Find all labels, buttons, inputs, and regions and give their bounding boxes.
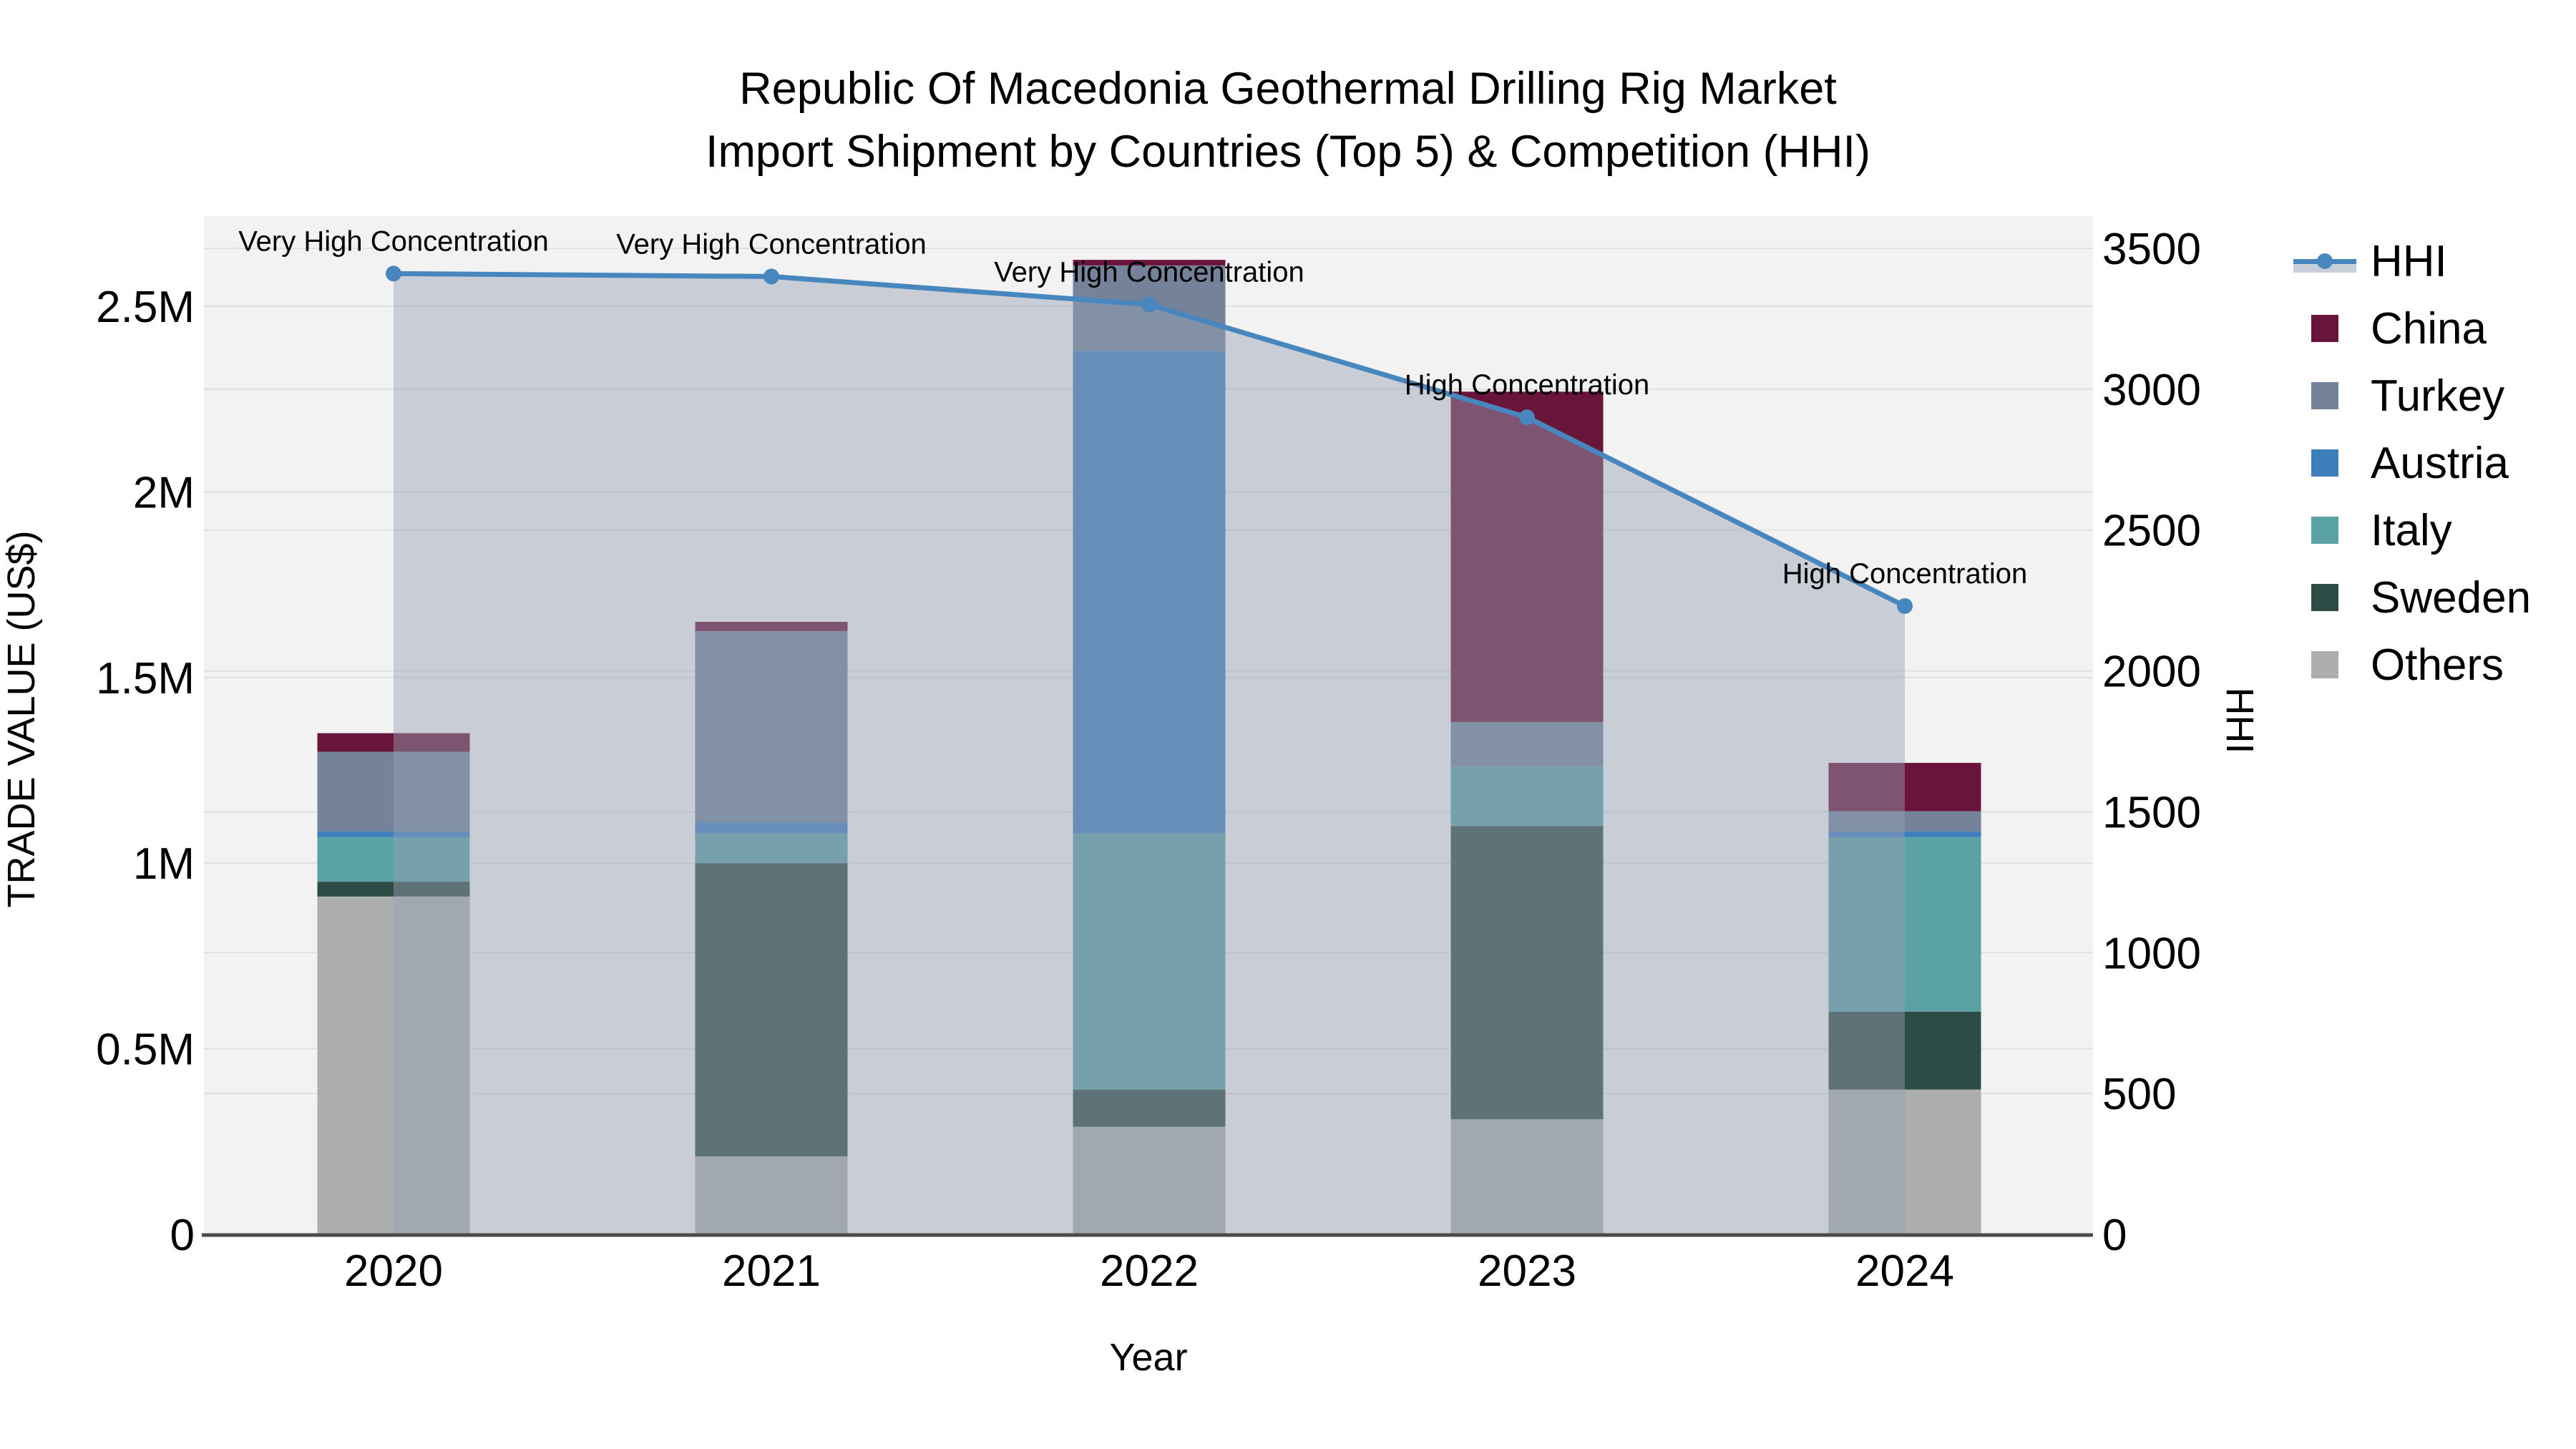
bar-2024-china (1828, 763, 1981, 811)
legend-item-china[interactable]: China (2293, 295, 2531, 362)
bar-2020-italy (317, 836, 470, 882)
legend-item-turkey[interactable]: Turkey (2293, 362, 2531, 429)
legend-item-italy[interactable]: Italy (2293, 497, 2531, 564)
left-tick-label: 0.5M (96, 1025, 195, 1075)
x-tick-label-2021: 2021 (722, 1246, 821, 1296)
legend-item-hhi[interactable]: HHI (2293, 228, 2531, 295)
legend: HHI China Turkey Austria Italy Sweden Others (2293, 228, 2531, 698)
bar-2021-austria (695, 822, 848, 834)
legend-label: Italy (2371, 505, 2452, 555)
bar-2024-others (1828, 1089, 1981, 1234)
swatch-turkey (2311, 382, 2338, 409)
hhi-marker-2023 (1519, 409, 1535, 426)
legend-swatch-icon (2293, 643, 2356, 686)
bar-2024-italy (1828, 836, 1981, 1012)
bar-2020-turkey (317, 751, 470, 832)
bar-2024-austria (1828, 831, 1981, 837)
legend-label: Austria (2371, 438, 2509, 488)
right-tick-label: 1500 (2102, 788, 2201, 837)
right-tick-label: 500 (2102, 1070, 2176, 1119)
legend-item-sweden[interactable]: Sweden (2293, 564, 2531, 631)
bar-2022-austria (1073, 351, 1226, 834)
bar-2024-turkey (1828, 811, 1981, 832)
swatch-others (2311, 651, 2338, 678)
legend-swatch-icon (2293, 509, 2356, 552)
hhi-marker-dot-icon (2317, 253, 2333, 269)
annotation-2020: Very High Concentration (238, 225, 549, 257)
legend-label: Turkey (2371, 371, 2505, 421)
bar-2021-sweden (695, 863, 848, 1157)
bar-2022-china (1073, 260, 1226, 265)
legend-label: China (2371, 303, 2487, 353)
y-axis-title-right: HHI (2218, 688, 2261, 754)
left-tick-label: 2M (133, 468, 195, 517)
bar-2023-sweden (1450, 826, 1604, 1120)
bar-2022-others (1073, 1126, 1226, 1234)
legend-label: HHI (2371, 236, 2447, 286)
right-tick-label: 0 (2102, 1211, 2127, 1260)
bar-2021-china (695, 621, 848, 631)
bar-2021-turkey (695, 630, 848, 823)
swatch-china (2311, 315, 2338, 342)
bar-2022-sweden (1073, 1089, 1226, 1127)
chart-title-line2: Import Shipment by Countries (Top 5) & C… (705, 127, 1871, 177)
swatch-sweden (2311, 584, 2338, 611)
legend-label: Others (2371, 640, 2504, 690)
bar-2020-austria (317, 831, 470, 837)
bar-2020-sweden (317, 882, 470, 897)
left-tick-label: 0 (170, 1211, 195, 1260)
left-tick-label: 1.5M (96, 654, 195, 703)
hhi-line-icon (2293, 240, 2356, 283)
hhi-marker-2022 (1141, 296, 1157, 313)
bar-2024-sweden (1828, 1011, 1981, 1090)
x-tick-label-2022: 2022 (1100, 1246, 1199, 1296)
right-tick-label: 3000 (2102, 366, 2201, 415)
hhi-marker-2021 (763, 268, 779, 285)
legend-item-austria[interactable]: Austria (2293, 429, 2531, 497)
annotation-2024: High Concentration (1782, 558, 2027, 590)
right-tick-label: 3500 (2102, 225, 2201, 274)
legend-label: Sweden (2371, 572, 2532, 623)
swatch-austria (2311, 449, 2338, 477)
annotation-2021: Very High Concentration (616, 228, 927, 260)
right-tick-label: 1000 (2102, 929, 2201, 978)
legend-item-others[interactable]: Others (2293, 631, 2531, 698)
bar-2021-others (695, 1156, 848, 1234)
bar-2020-china (317, 733, 470, 752)
left-tick-label: 1M (133, 839, 195, 889)
x-tick-label-2023: 2023 (1478, 1246, 1576, 1296)
hhi-area-fill (394, 273, 1905, 1234)
legend-swatch-icon (2293, 576, 2356, 619)
bar-2023-china (1450, 391, 1604, 723)
annotation-2023: High Concentration (1405, 369, 1649, 401)
left-tick-label: 2.5M (96, 283, 195, 332)
right-tick-label: 2500 (2102, 507, 2201, 556)
bar-2020-others (317, 896, 470, 1234)
hhi-marker-2020 (386, 265, 401, 282)
bar-2023-turkey (1450, 722, 1604, 767)
annotation-2022: Very High Concentration (994, 257, 1304, 288)
bar-2023-italy (1450, 766, 1604, 826)
chart-title-line1: Republic Of Macedonia Geothermal Drillin… (739, 64, 1837, 114)
x-axis-title: Year (1109, 1336, 1187, 1379)
y-axis-title-left: TRADE VALUE (US$) (0, 530, 43, 907)
chart-title: Republic Of Macedonia Geothermal Drillin… (0, 57, 2576, 183)
right-tick-label: 2000 (2102, 648, 2201, 697)
bar-2023-others (1450, 1119, 1604, 1234)
swatch-italy (2311, 517, 2338, 544)
bar-2021-italy (695, 833, 848, 864)
hhi-marker-2024 (1897, 598, 1913, 614)
bar-2022-italy (1073, 833, 1226, 1090)
x-tick-label-2020: 2020 (344, 1246, 443, 1296)
legend-swatch-icon (2293, 307, 2356, 350)
x-tick-label-2024: 2024 (1855, 1246, 1954, 1296)
legend-swatch-icon (2293, 374, 2356, 417)
legend-swatch-icon (2293, 441, 2356, 484)
